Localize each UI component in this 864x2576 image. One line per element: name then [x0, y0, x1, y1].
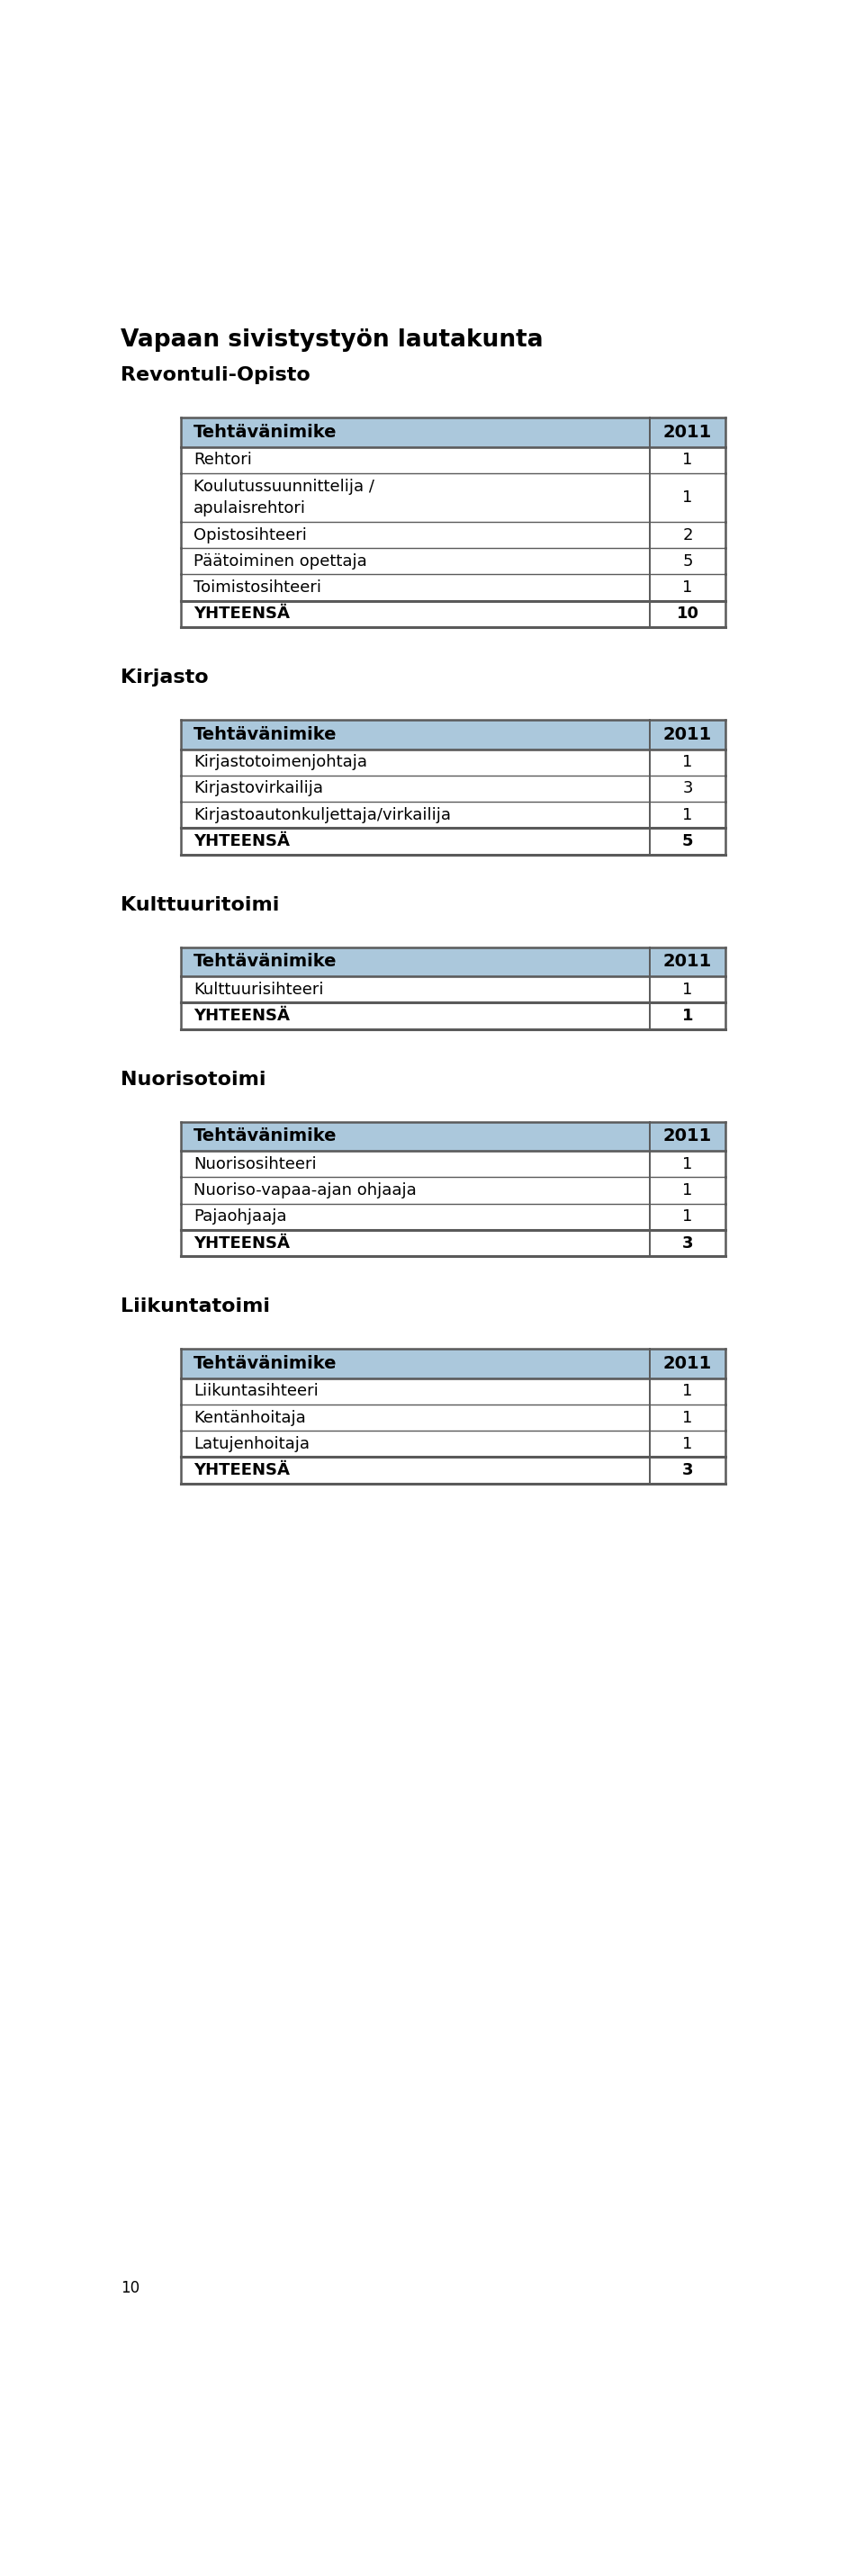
Text: YHTEENSÄ: YHTEENSÄ — [194, 1234, 290, 1252]
Text: Revontuli-Opisto: Revontuli-Opisto — [121, 366, 310, 384]
Bar — [181, 549, 725, 574]
Bar — [181, 1203, 725, 1229]
Bar — [181, 750, 725, 775]
Text: Rehtori: Rehtori — [194, 451, 252, 469]
Bar — [181, 801, 725, 827]
Bar — [181, 1378, 725, 1404]
Bar — [181, 523, 725, 549]
Text: Kulttuuritoimi: Kulttuuritoimi — [121, 896, 279, 914]
Text: Kirjastoautonkuljettaja/virkailija: Kirjastoautonkuljettaja/virkailija — [194, 806, 451, 822]
Text: Nuorisotoimi: Nuorisotoimi — [121, 1072, 266, 1090]
Text: 1: 1 — [683, 1383, 693, 1399]
Bar — [181, 1404, 725, 1430]
Text: 2: 2 — [683, 528, 693, 544]
Bar — [181, 719, 725, 750]
Text: Pajaohjaaja: Pajaohjaaja — [194, 1208, 287, 1224]
Text: 2011: 2011 — [664, 726, 712, 742]
Text: 2011: 2011 — [664, 1128, 712, 1144]
Text: 10: 10 — [121, 2280, 140, 2295]
Text: Toimistosihteeri: Toimistosihteeri — [194, 580, 321, 595]
Text: Liikuntatoimi: Liikuntatoimi — [121, 1298, 270, 1316]
Text: Kirjastovirkailija: Kirjastovirkailija — [194, 781, 323, 796]
Bar — [181, 600, 725, 626]
Text: 1: 1 — [683, 755, 693, 770]
Text: 1: 1 — [683, 1157, 693, 1172]
Bar — [181, 448, 725, 474]
Text: Tehtävänimike: Tehtävänimike — [194, 1128, 337, 1144]
Text: 5: 5 — [682, 832, 693, 850]
Text: 5: 5 — [683, 554, 693, 569]
Text: 1: 1 — [683, 1208, 693, 1224]
Text: Koulutussuunnittelija /
apulaisrehtori: Koulutussuunnittelija / apulaisrehtori — [194, 479, 375, 515]
Bar — [181, 1229, 725, 1257]
Text: 3: 3 — [682, 1463, 693, 1479]
Text: Päätoiminen opettaja: Päätoiminen opettaja — [194, 554, 367, 569]
Text: YHTEENSÄ: YHTEENSÄ — [194, 832, 290, 850]
Bar — [181, 827, 725, 855]
Text: Nuorisosihteeri: Nuorisosihteeri — [194, 1157, 317, 1172]
Text: Kirjastotoimenjohtaja: Kirjastotoimenjohtaja — [194, 755, 367, 770]
Bar — [181, 574, 725, 600]
Bar — [181, 474, 725, 523]
Text: 1: 1 — [683, 1182, 693, 1198]
Text: YHTEENSÄ: YHTEENSÄ — [194, 1007, 290, 1023]
Text: Kentänhoitaja: Kentänhoitaja — [194, 1409, 306, 1425]
Text: Tehtävänimike: Tehtävänimike — [194, 953, 337, 971]
Bar — [181, 1002, 725, 1028]
Text: Liikuntasihteeri: Liikuntasihteeri — [194, 1383, 319, 1399]
Bar — [181, 1430, 725, 1458]
Text: Tehtävänimike: Tehtävänimike — [194, 1355, 337, 1373]
Text: Vapaan sivistystyön lautakunta: Vapaan sivistystyön lautakunta — [121, 330, 543, 353]
Text: 3: 3 — [682, 1234, 693, 1252]
Bar — [181, 1177, 725, 1203]
Text: 10: 10 — [677, 605, 699, 621]
Text: 1: 1 — [683, 451, 693, 469]
Text: 2011: 2011 — [664, 953, 712, 971]
Text: 3: 3 — [683, 781, 693, 796]
Bar — [181, 1458, 725, 1484]
Text: 1: 1 — [683, 1409, 693, 1425]
Bar — [181, 1151, 725, 1177]
Text: YHTEENSÄ: YHTEENSÄ — [194, 605, 290, 621]
Bar — [181, 948, 725, 976]
Text: YHTEENSÄ: YHTEENSÄ — [194, 1463, 290, 1479]
Text: 2011: 2011 — [664, 1355, 712, 1373]
Text: 1: 1 — [683, 806, 693, 822]
Bar — [181, 1121, 725, 1151]
Text: Tehtävänimike: Tehtävänimike — [194, 726, 337, 742]
Text: Kirjasto: Kirjasto — [121, 670, 208, 688]
Text: 1: 1 — [683, 489, 693, 505]
Bar — [181, 417, 725, 448]
Text: Tehtävänimike: Tehtävänimike — [194, 425, 337, 440]
Text: Kulttuurisihteeri: Kulttuurisihteeri — [194, 981, 324, 997]
Text: 2011: 2011 — [664, 425, 712, 440]
Bar — [181, 775, 725, 801]
Bar — [181, 976, 725, 1002]
Text: Latujenhoitaja: Latujenhoitaja — [194, 1435, 310, 1453]
Text: Nuoriso-vapaa-ajan ohjaaja: Nuoriso-vapaa-ajan ohjaaja — [194, 1182, 416, 1198]
Text: Opistosihteeri: Opistosihteeri — [194, 528, 307, 544]
Text: 1: 1 — [683, 981, 693, 997]
Text: 1: 1 — [682, 1007, 693, 1023]
Text: 1: 1 — [683, 580, 693, 595]
Text: 1: 1 — [683, 1435, 693, 1453]
Bar — [181, 1350, 725, 1378]
